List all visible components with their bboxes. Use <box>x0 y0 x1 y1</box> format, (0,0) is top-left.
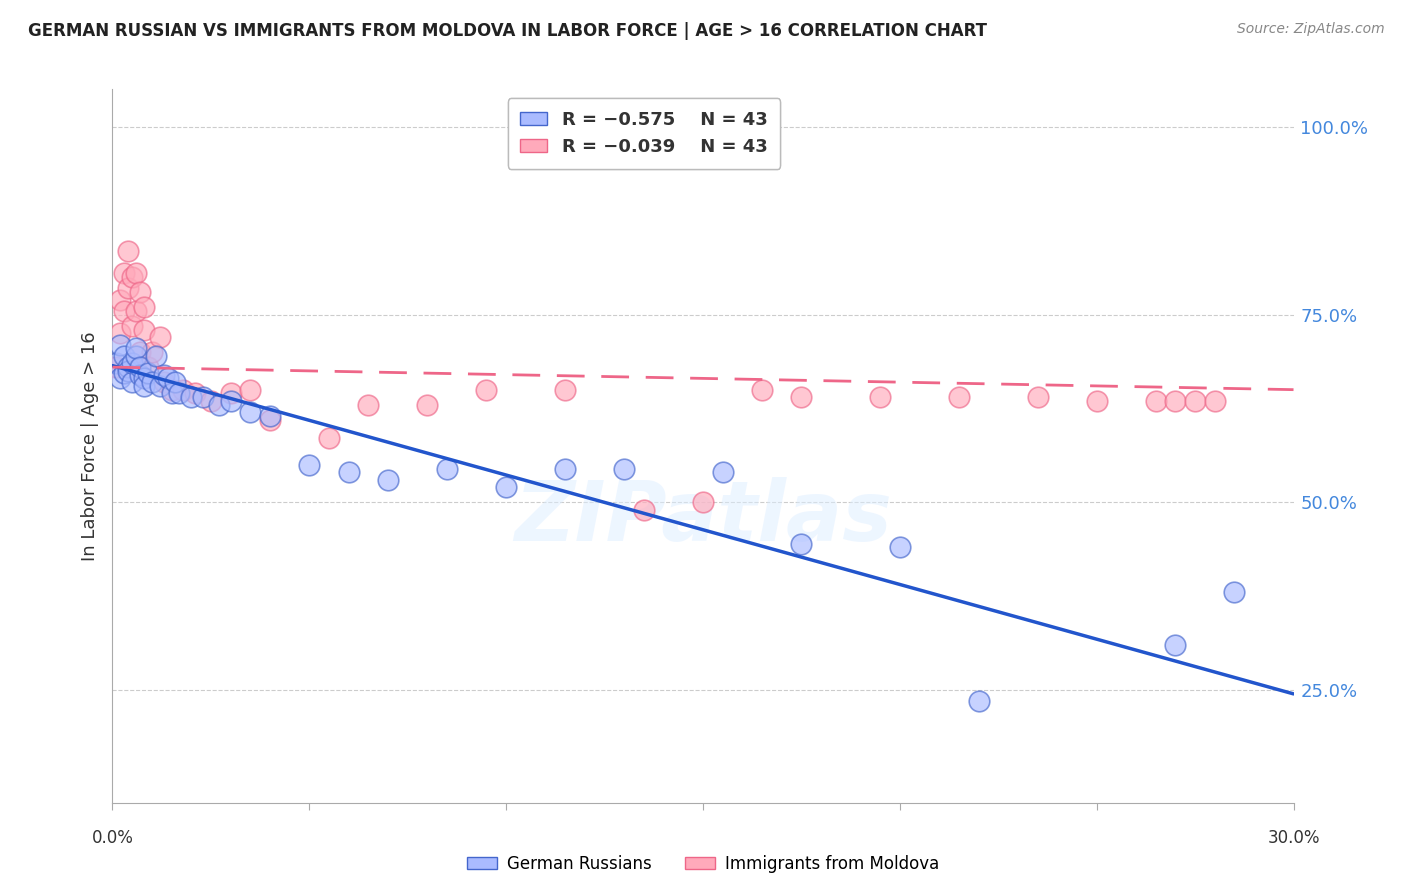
Legend: R = −0.575    N = 43, R = −0.039    N = 43: R = −0.575 N = 43, R = −0.039 N = 43 <box>508 98 780 169</box>
Point <box>1164 638 1187 652</box>
Point <box>136 360 159 375</box>
Point <box>357 398 380 412</box>
Point <box>790 536 813 550</box>
Point <box>495 480 517 494</box>
Point <box>1026 390 1049 404</box>
Point <box>259 409 281 423</box>
Point <box>141 375 163 389</box>
Point <box>948 390 970 404</box>
Text: Source: ZipAtlas.com: Source: ZipAtlas.com <box>1237 22 1385 37</box>
Point <box>129 285 152 299</box>
Point <box>129 368 152 382</box>
Point <box>337 465 360 479</box>
Point <box>219 386 242 401</box>
Point <box>129 345 152 359</box>
Point <box>1085 393 1108 408</box>
Point <box>711 465 734 479</box>
Point <box>132 300 155 314</box>
Point <box>1223 585 1246 599</box>
Point <box>239 405 262 419</box>
Point <box>110 337 132 351</box>
Text: ZIPatlas: ZIPatlas <box>515 477 891 558</box>
Text: 30.0%: 30.0% <box>1267 829 1320 847</box>
Point <box>149 330 172 344</box>
Point <box>967 694 990 708</box>
Point <box>136 366 159 380</box>
Point <box>554 383 576 397</box>
Point <box>1164 393 1187 408</box>
Point <box>152 375 174 389</box>
Point <box>117 360 139 375</box>
Point <box>633 503 655 517</box>
Point <box>121 375 143 389</box>
Point <box>112 303 135 318</box>
Point <box>172 383 194 397</box>
Point <box>105 356 128 370</box>
Point <box>219 393 242 408</box>
Point <box>125 342 148 356</box>
Point <box>121 270 143 285</box>
Legend: German Russians, Immigrants from Moldova: German Russians, Immigrants from Moldova <box>460 848 946 880</box>
Point <box>125 303 148 318</box>
Point <box>475 383 498 397</box>
Point <box>180 390 202 404</box>
Point <box>790 390 813 404</box>
Point <box>184 386 207 401</box>
Point <box>889 541 911 555</box>
Point <box>132 371 155 385</box>
Point <box>132 322 155 336</box>
Point <box>112 266 135 280</box>
Point <box>121 318 143 333</box>
Point <box>751 383 773 397</box>
Point <box>377 473 399 487</box>
Point <box>1204 393 1226 408</box>
Point <box>160 386 183 401</box>
Point <box>105 360 128 375</box>
Point <box>1184 393 1206 408</box>
Point <box>318 432 340 446</box>
Point <box>112 366 135 380</box>
Point <box>554 461 576 475</box>
Point <box>110 326 132 341</box>
Point <box>208 398 231 412</box>
Point <box>112 349 135 363</box>
Text: GERMAN RUSSIAN VS IMMIGRANTS FROM MOLDOVA IN LABOR FORCE | AGE > 16 CORRELATION : GERMAN RUSSIAN VS IMMIGRANTS FROM MOLDOV… <box>28 22 987 40</box>
Point <box>1144 393 1167 408</box>
Point <box>613 461 636 475</box>
Y-axis label: In Labor Force | Age > 16: In Labor Force | Age > 16 <box>80 331 98 561</box>
Point <box>145 349 167 363</box>
Point <box>117 281 139 295</box>
Point <box>110 293 132 307</box>
Point <box>132 379 155 393</box>
Point <box>152 368 174 382</box>
Point <box>165 375 187 389</box>
Point <box>191 390 214 404</box>
Point <box>160 383 183 397</box>
Point <box>125 349 148 363</box>
Point <box>692 495 714 509</box>
Point <box>141 345 163 359</box>
Point <box>416 398 439 412</box>
Point <box>869 390 891 404</box>
Point <box>156 371 179 385</box>
Point <box>436 461 458 475</box>
Point <box>239 383 262 397</box>
Point <box>125 266 148 280</box>
Point <box>200 393 222 408</box>
Point <box>110 371 132 385</box>
Point <box>117 364 139 378</box>
Text: 0.0%: 0.0% <box>91 829 134 847</box>
Point <box>117 244 139 258</box>
Point <box>259 413 281 427</box>
Point <box>129 360 152 375</box>
Point <box>298 458 321 472</box>
Point <box>121 356 143 370</box>
Point <box>149 379 172 393</box>
Point <box>169 386 191 401</box>
